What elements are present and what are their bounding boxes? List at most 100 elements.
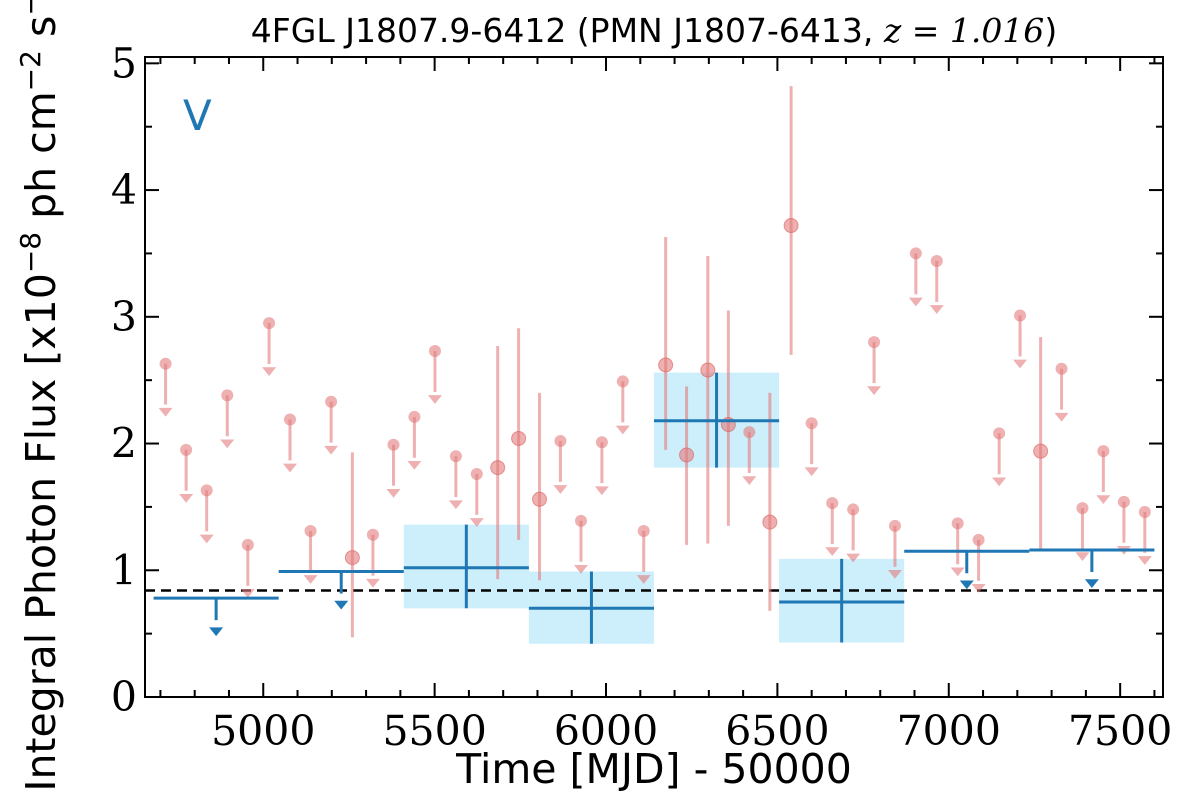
upper-limit-arrow <box>199 534 214 544</box>
upper-limit-point <box>470 467 483 480</box>
x-tick-label: 6000 <box>554 707 658 755</box>
x-axis-label: Time [MJD] - 50000 <box>455 745 852 793</box>
upper-limit-point <box>387 438 400 451</box>
upper-limit-point <box>449 450 462 463</box>
upper-limit-arrow <box>303 575 318 584</box>
x-tick-label: 6500 <box>725 707 829 755</box>
upper-limit-arrow <box>950 567 965 577</box>
y-tick-label: 1 <box>111 546 137 594</box>
upper-limit-arrow <box>407 461 422 470</box>
upper-limit-point <box>241 538 254 551</box>
upper-limit-arrow <box>971 583 986 593</box>
upper-limit-point <box>972 533 985 546</box>
detection-point <box>762 514 778 530</box>
upper-limit-arrow <box>887 570 902 579</box>
upper-limit-arrow <box>469 518 484 527</box>
upper-limit-arrow <box>929 305 944 314</box>
y-tick-label: 2 <box>111 420 137 468</box>
x-tick-label: 7000 <box>897 707 1001 755</box>
upper-limit-point <box>888 519 901 532</box>
upper-limit-point <box>325 395 338 408</box>
upper-limit-arrow <box>448 500 463 510</box>
coarse-upper-limit-arrow <box>959 580 974 590</box>
upper-limit-point <box>805 417 818 430</box>
upper-limit-point <box>909 247 922 260</box>
x-axis: 5000 5500 6000 6500 7000 7500 <box>159 57 1172 755</box>
coarse-upper-limit-arrow <box>1084 579 1099 588</box>
upper-limit-point <box>595 436 608 449</box>
upper-limit-point <box>408 410 421 423</box>
upper-limit-arrow <box>1054 412 1069 422</box>
detection-point <box>783 218 799 234</box>
upper-limit-arrow <box>867 386 882 396</box>
upper-limit-arrow <box>846 553 861 563</box>
upper-limit-arrow <box>324 445 339 455</box>
detection-point <box>700 362 716 378</box>
y-axis-label: Integral Photon Flux [x10−8 ph cm−2 s−1] <box>14 0 65 792</box>
x-tick-label: 7500 <box>1068 707 1172 755</box>
upper-limit-arrow <box>825 547 840 556</box>
upper-limit-point <box>826 497 839 510</box>
y-tick-label: 5 <box>111 39 137 87</box>
upper-limit-point <box>1014 309 1027 322</box>
upper-limit-arrow <box>220 439 235 449</box>
y-tick-label: 4 <box>111 166 137 214</box>
coarse-upper-limit-arrow <box>209 627 224 637</box>
upper-limit-point <box>637 524 650 537</box>
detection-point <box>1033 443 1049 459</box>
upper-limit-point <box>180 443 193 456</box>
upper-limit-arrow <box>992 477 1007 487</box>
upper-limit-point <box>263 317 276 330</box>
x-tick-label: 5000 <box>211 707 315 755</box>
upper-limit-point <box>366 528 379 541</box>
upper-limit-arrow <box>386 488 401 498</box>
upper-limit-point <box>200 484 213 497</box>
upper-limit-point <box>1055 362 1068 375</box>
detection-point <box>532 491 548 507</box>
y-axis: 0 1 2 3 4 5 <box>111 39 1163 721</box>
upper-limit-arrow <box>908 297 923 307</box>
upper-limit-arrow <box>742 476 757 486</box>
upper-limit-point <box>1138 505 1151 518</box>
upper-limit-point <box>574 514 587 527</box>
detection-point <box>490 460 506 476</box>
upper-limit-arrow <box>573 564 588 574</box>
upper-limit-point <box>554 435 567 447</box>
panel-letter: V <box>183 91 212 140</box>
upper-limit-arrow <box>158 407 173 417</box>
upper-limit-arrow <box>594 486 609 496</box>
upper-limit-arrow <box>804 467 819 477</box>
upper-limit-arrow <box>636 575 651 584</box>
detection-point <box>658 357 674 373</box>
upper-limit-point <box>1076 502 1089 515</box>
plot-area <box>144 56 1164 698</box>
upper-limit-point <box>283 413 296 426</box>
upper-limit-arrow <box>615 425 630 435</box>
upper-limit-arrow <box>553 485 568 494</box>
upper-limit-point <box>930 255 943 268</box>
detection-point <box>344 550 360 566</box>
upper-limit-arrow <box>427 395 442 404</box>
x-tick-label: 5500 <box>382 707 486 755</box>
coarse-upper-limit-arrow <box>334 600 349 610</box>
y-tick-label: 3 <box>111 293 137 341</box>
upper-limit-arrow <box>1096 495 1111 505</box>
y-tick-label: 0 <box>111 673 137 721</box>
upper-limit-arrow <box>1075 552 1090 562</box>
upper-limit-arrow <box>179 494 194 503</box>
upper-limit-point <box>847 503 860 516</box>
upper-limit-arrow <box>262 367 277 377</box>
upper-limit-arrow <box>240 589 255 598</box>
upper-limit-point <box>616 375 629 388</box>
upper-limit-point <box>304 524 317 537</box>
upper-limit-arrow <box>1013 359 1028 369</box>
upper-limit-point <box>993 427 1006 440</box>
upper-limit-point <box>951 517 964 530</box>
upper-limit-point <box>428 345 441 358</box>
plot-frame <box>144 56 1164 698</box>
detection-point <box>511 430 527 446</box>
upper-limit-point <box>1117 495 1130 508</box>
upper-limit-point <box>743 426 756 439</box>
upper-limit-point <box>159 357 172 370</box>
